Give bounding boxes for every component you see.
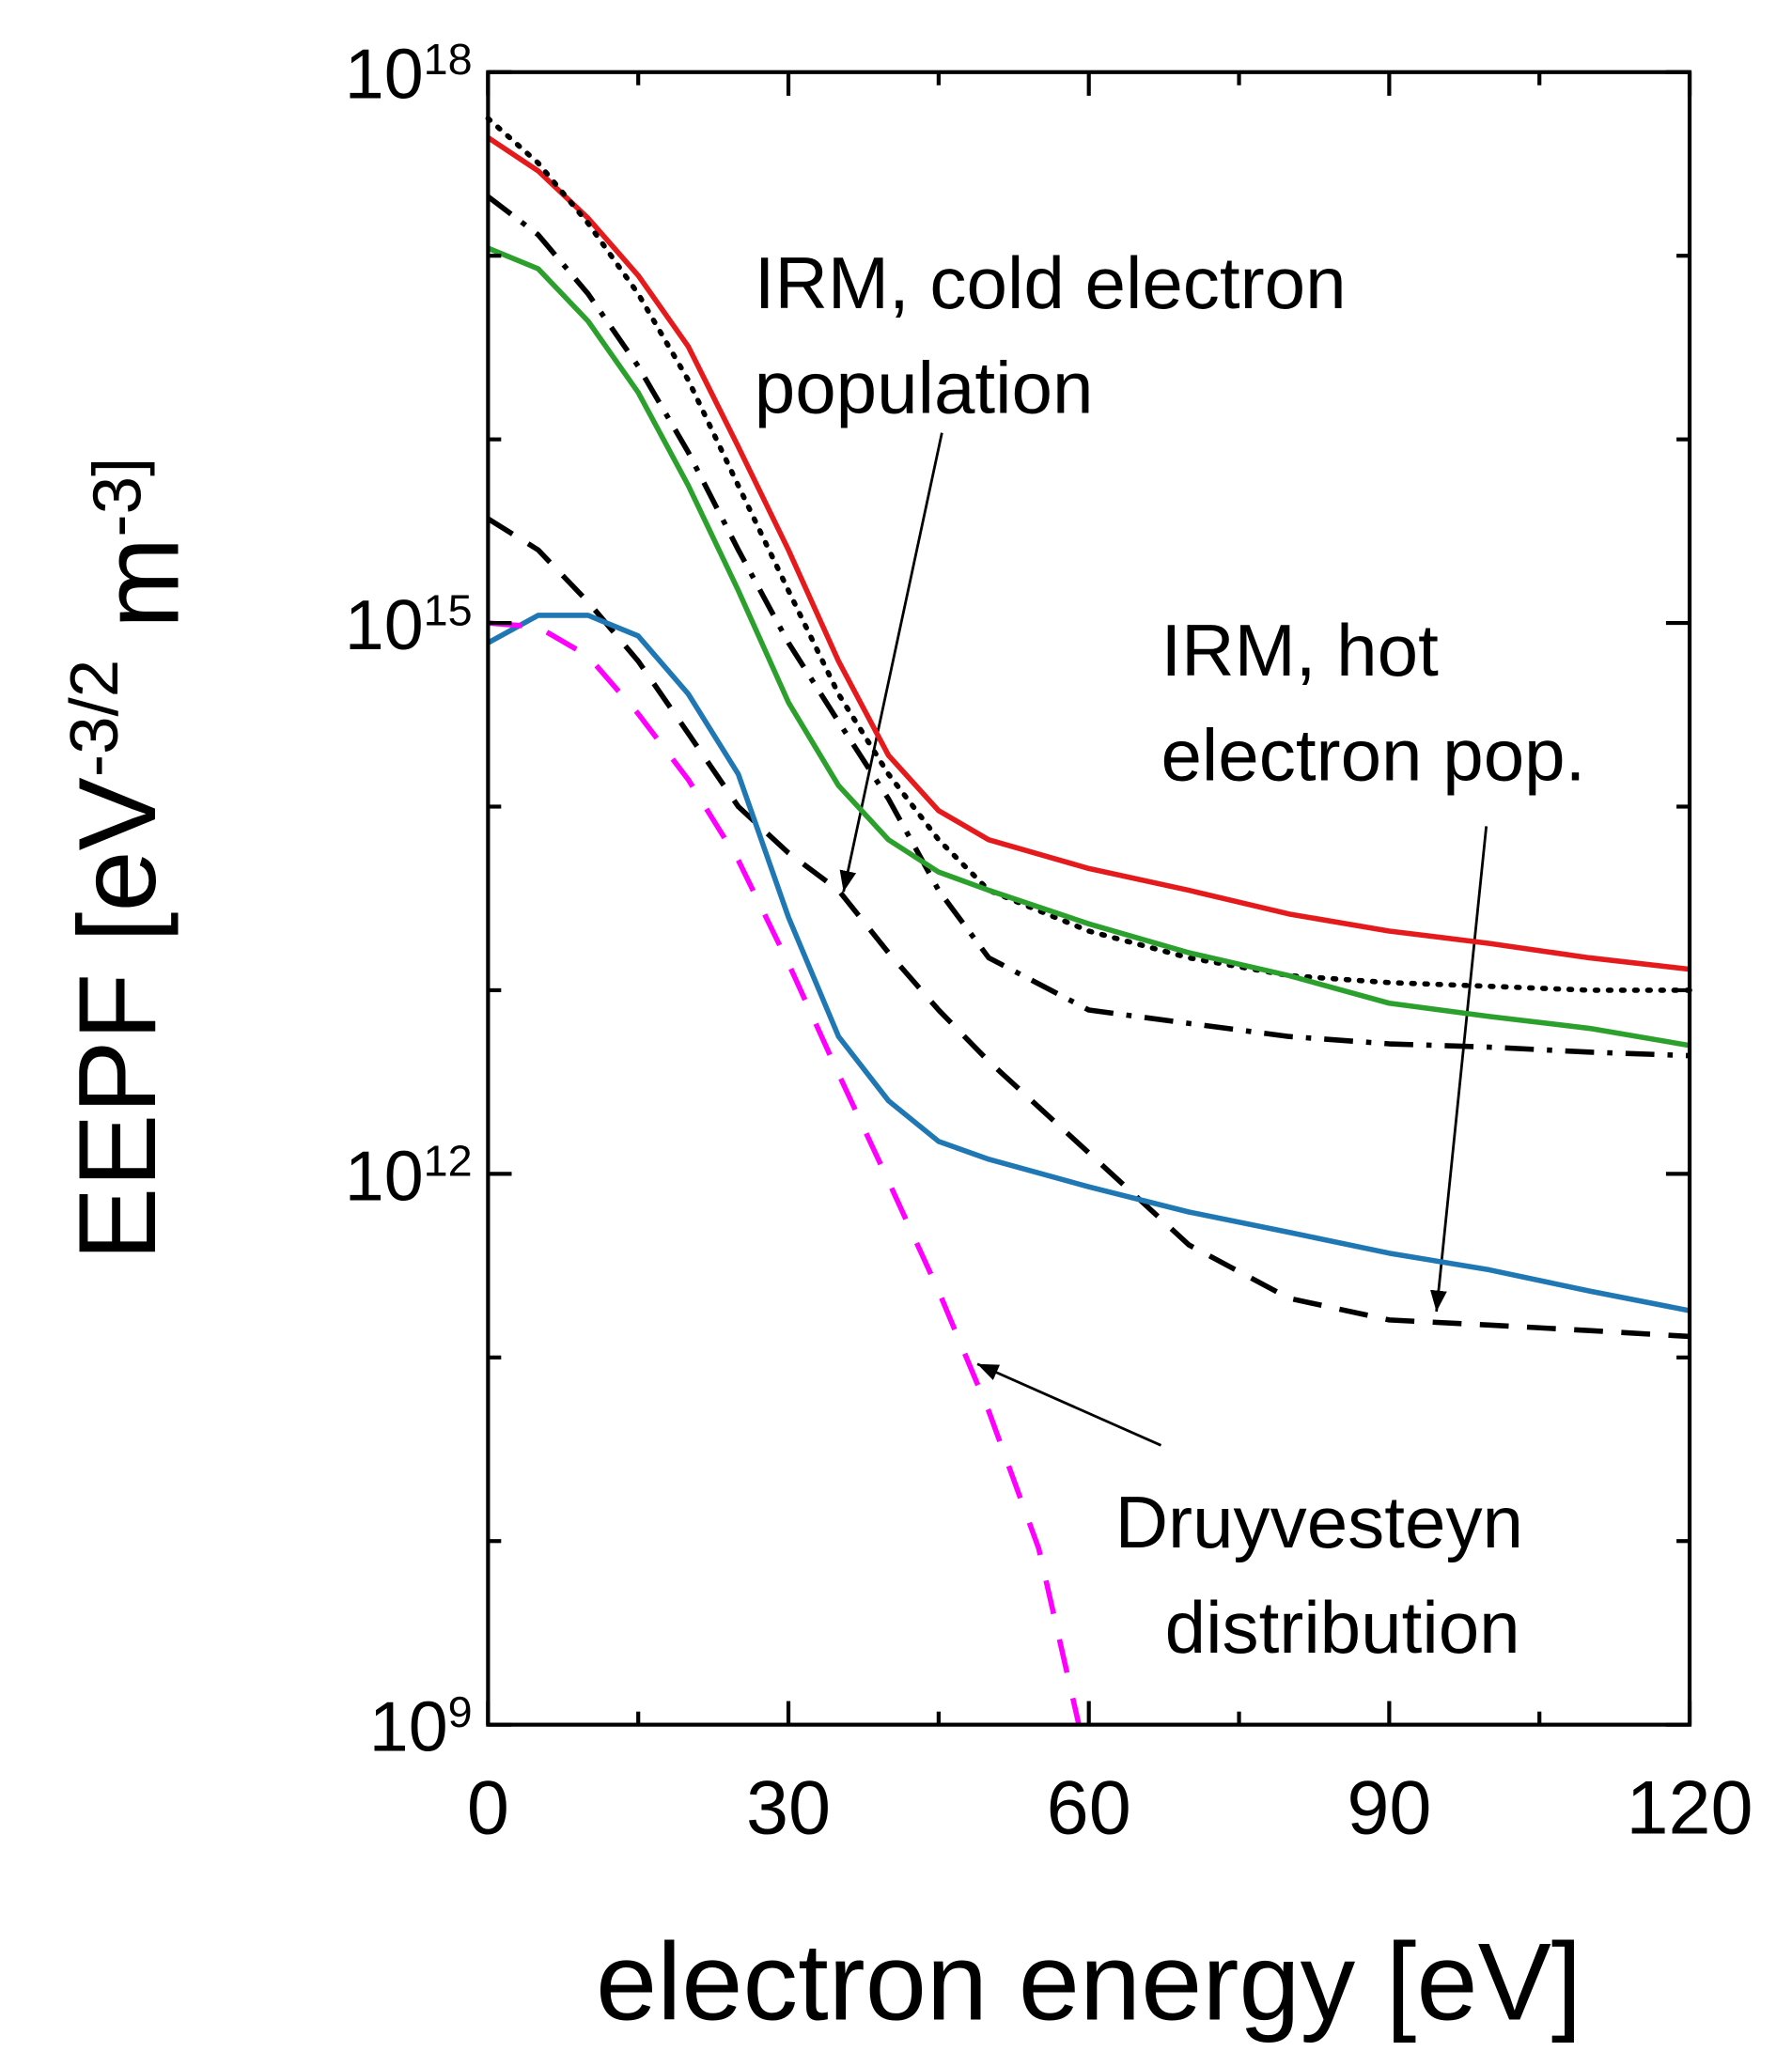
y-tick-label: 109 [369,1687,473,1766]
x-tick-label: 60 [1047,1766,1131,1851]
annotation: Druyvesteyn [1115,1481,1523,1563]
y-tick-label: 1015 [345,585,473,664]
arrow [976,1362,1162,1447]
x-tick-label: 90 [1347,1766,1431,1851]
curve [486,516,1691,1340]
x-tick-label: 30 [746,1766,831,1851]
x-tick-label: 120 [1627,1766,1753,1851]
curve [487,613,1691,1313]
curve [486,135,1691,972]
arrow [839,432,943,893]
curve [485,116,1692,993]
annotation: IRM, cold electron [755,241,1347,324]
y-axis-label: EEPF [eV-3/2 m-3] [55,458,202,1261]
annotation-arrows [839,432,1488,1447]
annotation: IRM, hot [1161,609,1439,692]
annotation: population [755,347,1094,429]
x-tick-label: 0 [467,1766,509,1851]
annotation: distribution [1165,1586,1520,1669]
arrow [1430,826,1488,1313]
curve [486,194,1691,1059]
x-axis-label: electron energy [eV] [596,1920,1582,2044]
curve [487,245,1691,1049]
y-tick-label: 1012 [345,1136,473,1215]
y-tick-label: 1018 [345,35,473,114]
curve [488,620,1082,1726]
annotation: electron pop. [1161,714,1585,797]
